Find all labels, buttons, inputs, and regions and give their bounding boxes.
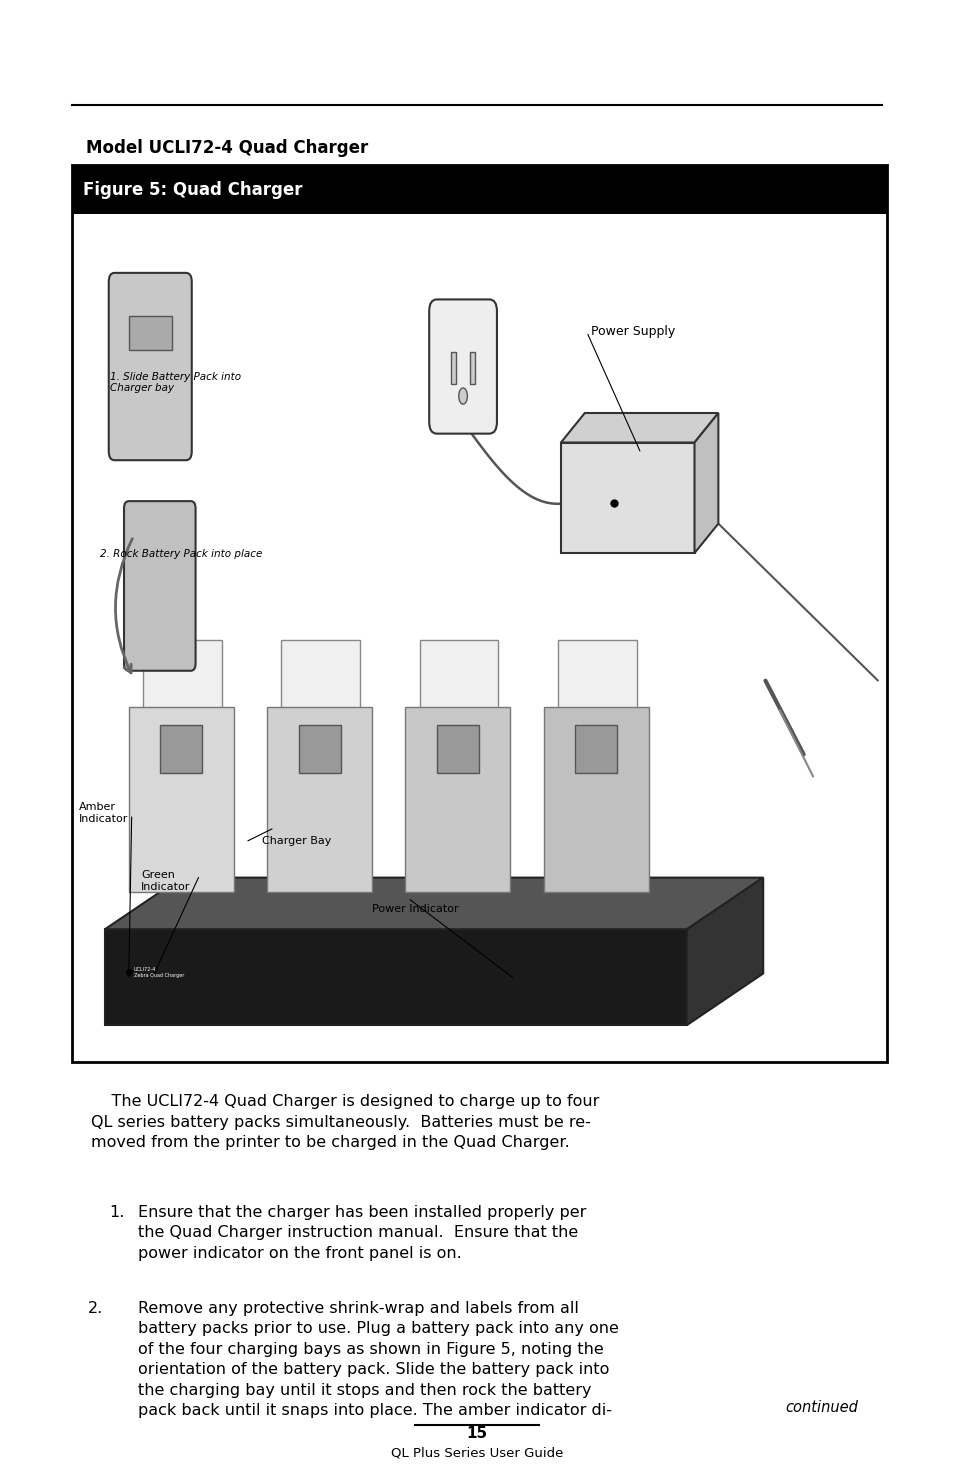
FancyBboxPatch shape — [124, 502, 195, 671]
Ellipse shape — [458, 388, 467, 404]
Polygon shape — [686, 878, 762, 1025]
Polygon shape — [105, 929, 686, 1025]
Bar — [560, 442, 694, 553]
Text: Remove any protective shrink-wrap and labels from all
battery packs prior to use: Remove any protective shrink-wrap and la… — [138, 1301, 618, 1417]
Text: Green
Indicator: Green Indicator — [141, 870, 191, 892]
Text: Power Supply: Power Supply — [591, 326, 675, 338]
Bar — [436, 726, 478, 773]
Text: continued: continued — [785, 1400, 858, 1415]
Text: 2.: 2. — [88, 1301, 103, 1316]
Polygon shape — [105, 878, 762, 929]
Bar — [419, 640, 497, 866]
Text: Model UCLI72-4 Quad Charger: Model UCLI72-4 Quad Charger — [86, 139, 368, 156]
Bar — [129, 316, 172, 350]
FancyBboxPatch shape — [109, 273, 192, 460]
Polygon shape — [405, 707, 510, 892]
Text: Power Indicator: Power Indicator — [372, 904, 458, 914]
Polygon shape — [129, 707, 233, 892]
Bar — [450, 353, 456, 385]
Bar — [160, 726, 202, 773]
Text: QL Plus Series User Guide: QL Plus Series User Guide — [391, 1447, 562, 1459]
Text: 1.: 1. — [110, 1205, 125, 1220]
Bar — [558, 640, 637, 866]
Text: Ensure that the charger has been installed properly per
the Quad Charger instruc: Ensure that the charger has been install… — [138, 1205, 586, 1261]
Bar — [143, 640, 221, 866]
Bar — [71, 165, 886, 214]
Text: UCLI72-4
Zebra Quad Charger: UCLI72-4 Zebra Quad Charger — [133, 968, 184, 978]
FancyBboxPatch shape — [429, 299, 497, 434]
Text: 2. Rock Battery Pack into place: 2. Rock Battery Pack into place — [100, 549, 262, 559]
Text: Figure 5: Quad Charger: Figure 5: Quad Charger — [83, 180, 302, 199]
Polygon shape — [560, 413, 718, 442]
Text: The UCLI72-4 Quad Charger is designed to charge up to four
QL series battery pac: The UCLI72-4 Quad Charger is designed to… — [91, 1094, 598, 1150]
Polygon shape — [694, 413, 718, 553]
Text: 15: 15 — [466, 1426, 487, 1441]
Text: 1. Slide Battery Pack into
Charger bay: 1. Slide Battery Pack into Charger bay — [110, 372, 240, 394]
Polygon shape — [543, 707, 648, 892]
Bar — [281, 640, 360, 866]
Polygon shape — [267, 707, 372, 892]
Bar — [71, 165, 886, 1062]
Bar — [298, 726, 340, 773]
Text: Amber
Indicator: Amber Indicator — [79, 802, 129, 825]
Bar — [469, 353, 475, 385]
Bar — [575, 726, 617, 773]
Text: Charger Bay: Charger Bay — [262, 836, 332, 847]
